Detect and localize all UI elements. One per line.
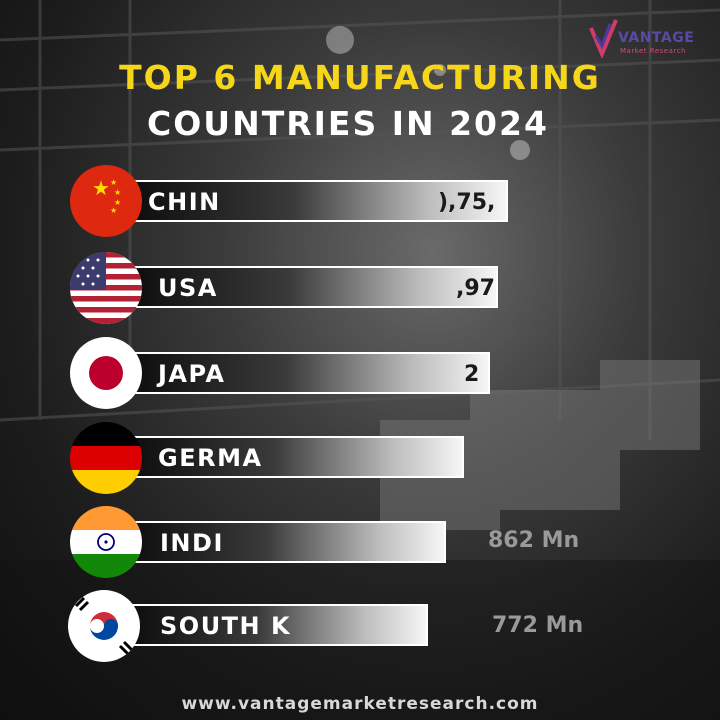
japan-flag-icon [70, 337, 142, 409]
footer-url: www.vantagemarketresearch.com [181, 694, 539, 714]
south-korea-flag-icon [68, 590, 140, 662]
country-label: INDI [160, 529, 224, 557]
title-line-1: TOP 6 MANUFACTURING [119, 58, 601, 97]
svg-text:★: ★ [114, 198, 121, 207]
south-korea-value-label: 772 Mn [492, 613, 584, 638]
brand-name: VANTAGE [618, 30, 695, 46]
country-label: SOUTH K [160, 612, 292, 640]
india-value-label: 862 Mn [488, 528, 580, 553]
bar-japan: JAPA 2 [118, 352, 490, 394]
title-line-2: COUNTRIES IN 2024 [147, 104, 549, 143]
bar-china: CHIN ),75, [118, 180, 508, 222]
brand-logo: VANTAGE Market Research [588, 14, 716, 58]
country-label: JAPA [158, 360, 226, 388]
bar-usa: USA ,97 [118, 266, 498, 308]
bar-germany: GERMA [118, 436, 464, 478]
brand-tagline: Market Research [620, 47, 686, 55]
value-label: 2 [464, 362, 480, 387]
svg-text:★: ★ [110, 178, 117, 187]
bar-south-korea: SOUTH K [118, 604, 428, 646]
india-flag-icon [70, 506, 142, 578]
value-label: ,97 [456, 276, 495, 301]
svg-text:★: ★ [110, 206, 117, 215]
svg-text:★: ★ [92, 176, 110, 200]
svg-text:★: ★ [114, 188, 121, 197]
country-label: CHIN [148, 188, 221, 216]
country-label: USA [158, 274, 218, 302]
value-label: ),75, [438, 190, 496, 215]
china-flag-icon: ★ ★ ★ ★ ★ [70, 165, 142, 237]
usa-flag-icon [70, 252, 142, 324]
logo-mark-icon [589, 19, 618, 58]
germany-flag-icon [70, 422, 142, 494]
country-label: GERMA [158, 444, 263, 472]
bar-india: INDI [118, 521, 446, 563]
